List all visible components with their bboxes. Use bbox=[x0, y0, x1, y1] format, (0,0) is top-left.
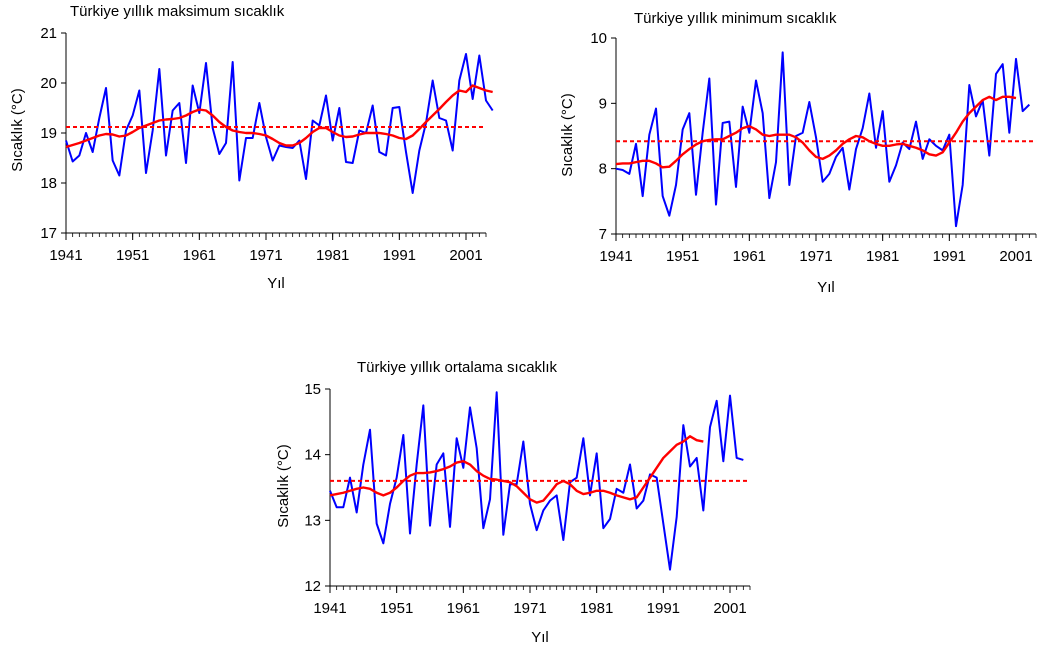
x-tick-label: 2001 bbox=[999, 248, 1032, 265]
annual-line bbox=[65, 53, 494, 194]
y-tick-label: 12 bbox=[304, 578, 321, 595]
x-tick-label: 1941 bbox=[313, 600, 346, 617]
x-tick-label: 1961 bbox=[733, 248, 766, 265]
y-tick-label: 17 bbox=[40, 225, 57, 242]
y-tick-label: 15 bbox=[304, 381, 321, 398]
y-axis-label: Sıcaklık (°C) bbox=[275, 444, 292, 528]
chart-title: Türkiye yıllık maksimum sıcaklık bbox=[70, 3, 285, 20]
y-tick-label: 9 bbox=[599, 95, 607, 112]
y-tick-label: 13 bbox=[304, 512, 321, 529]
y-axis-label: Sıcaklık (°C) bbox=[559, 93, 576, 177]
y-tick-label: 20 bbox=[40, 75, 57, 92]
x-tick-label: 1941 bbox=[599, 248, 632, 265]
x-tick-label: 2001 bbox=[449, 247, 482, 264]
x-tick-label: 1951 bbox=[116, 247, 149, 264]
x-tick-label: 1961 bbox=[183, 247, 216, 264]
chart-title: Türkiye yıllık ortalama sıcaklık bbox=[357, 359, 558, 376]
smoothed-line bbox=[65, 84, 493, 149]
smoothed-line bbox=[615, 95, 1017, 169]
x-tick-label: 1971 bbox=[799, 248, 832, 265]
x-axis-label: Yıl bbox=[267, 275, 285, 292]
x-tick-label: 1981 bbox=[316, 247, 349, 264]
annual-line bbox=[329, 391, 744, 571]
smoothed-line bbox=[329, 435, 704, 504]
x-tick-label: 1991 bbox=[933, 248, 966, 265]
y-tick-label: 14 bbox=[304, 447, 321, 464]
x-tick-label: 1951 bbox=[380, 600, 413, 617]
x-tick-label: 1981 bbox=[866, 248, 899, 265]
x-tick-label: 1941 bbox=[49, 247, 82, 264]
annual-line bbox=[615, 51, 1031, 228]
y-tick-label: 19 bbox=[40, 125, 57, 142]
x-tick-label: 1991 bbox=[647, 600, 680, 617]
x-tick-label: 1951 bbox=[666, 248, 699, 265]
y-tick-label: 7 bbox=[599, 226, 607, 243]
x-tick-label: 1991 bbox=[383, 247, 416, 264]
x-tick-label: 1981 bbox=[580, 600, 613, 617]
y-tick-label: 10 bbox=[590, 30, 607, 47]
x-axis-label: Yıl bbox=[817, 279, 835, 296]
y-tick-label: 21 bbox=[40, 25, 57, 42]
x-tick-label: 2001 bbox=[713, 600, 746, 617]
chart-title: Türkiye yıllık minimum sıcaklık bbox=[634, 10, 837, 27]
chart-mean-temperature: Türkiye yıllık ortalama sıcaklık Sıcaklı… bbox=[275, 359, 751, 646]
y-tick-label: 8 bbox=[599, 161, 607, 178]
chart-min-temperature: Türkiye yıllık minimum sıcaklık Sıcaklık… bbox=[559, 10, 1037, 296]
x-tick-label: 1961 bbox=[447, 600, 480, 617]
y-axis-label: Sıcaklık (°C) bbox=[9, 88, 26, 172]
x-axis-label: Yıl bbox=[531, 629, 549, 646]
x-tick-label: 1971 bbox=[513, 600, 546, 617]
chart-max-temperature: Türkiye yıllık maksimum sıcaklık Sıcaklı… bbox=[9, 3, 494, 292]
x-tick-label: 1971 bbox=[249, 247, 282, 264]
y-tick-label: 18 bbox=[40, 175, 57, 192]
